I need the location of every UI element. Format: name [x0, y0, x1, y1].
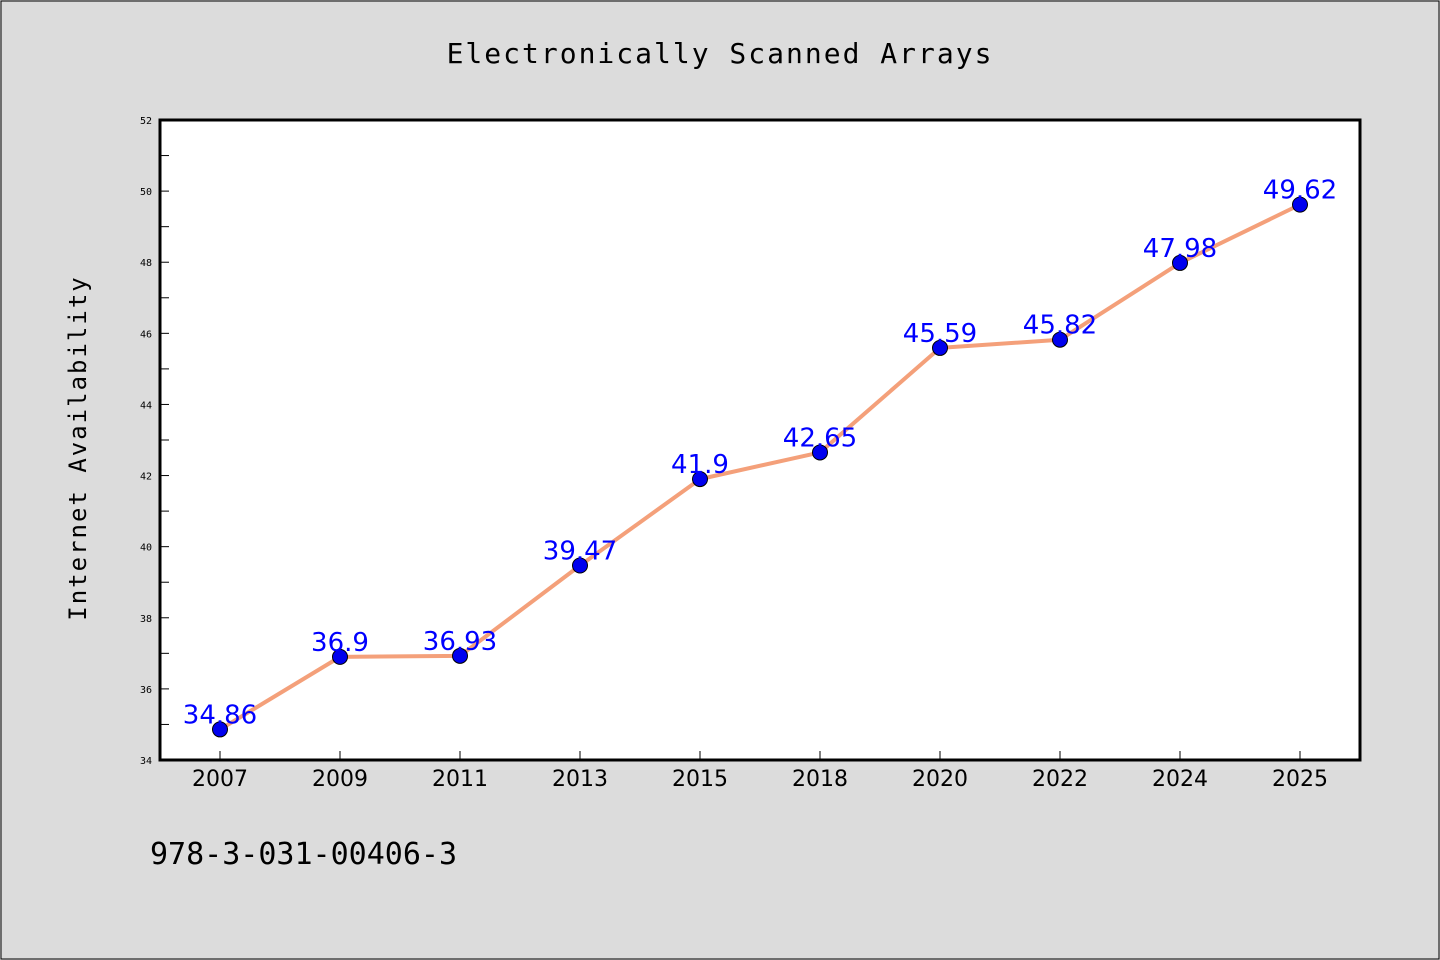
y-tick-label: 50: [140, 187, 152, 198]
series-line: [218, 202, 1301, 732]
data-label: 49.62: [1263, 176, 1337, 206]
data-label: 34.86: [183, 700, 257, 730]
chart-title: Electronically Scanned Arrays: [447, 37, 994, 70]
data-point: [1052, 331, 1068, 348]
x-tick-label: 2015: [672, 767, 728, 792]
data-point: [812, 444, 828, 461]
x-tick-label: 2022: [1032, 767, 1088, 792]
x-tick-label: 2007: [192, 767, 248, 792]
data-label: 41.9: [671, 450, 729, 480]
y-axis-label: Internet Availability: [64, 275, 92, 620]
y-tick-label: 38: [140, 614, 152, 625]
x-tick-label: 2009: [312, 767, 368, 792]
x-axis: 2007 2009 2011 2013 2015 2018 2020 2022 2024 2025: [192, 751, 1328, 792]
data-label: 36.93: [423, 627, 497, 657]
y-tick-label: 36: [140, 685, 152, 696]
plot-area: [158, 118, 1362, 762]
y-tick-label: 40: [140, 543, 152, 554]
y-tick-label: 44: [140, 400, 152, 411]
data-point: [932, 339, 948, 356]
data-label: 36.9: [311, 628, 369, 658]
data-label: 45.59: [903, 319, 977, 349]
y-tick-label: 42: [140, 472, 152, 483]
y-tick-label: 46: [140, 329, 152, 340]
data-labels: 34.86 36.9 36.93 39.47 41.9 42.65 45.59 45.82 47…: [183, 176, 1337, 731]
data-point: [212, 721, 228, 738]
y-tick-label: 34: [140, 756, 152, 767]
x-tick-label: 2025: [1272, 767, 1328, 792]
data-point: [572, 557, 588, 574]
data-point: [452, 647, 468, 664]
data-point: [1292, 196, 1308, 213]
y-axis: 34 36 38 40 42 44 46 48 50 52: [140, 116, 169, 767]
x-tick-label: 2024: [1152, 767, 1208, 792]
x-tick-label: 2013: [552, 767, 608, 792]
x-tick-label: 2018: [792, 767, 848, 792]
data-point: [692, 471, 708, 488]
isbn-text: 978-3-031-00406-3: [150, 837, 457, 872]
data-label: 47.98: [1143, 234, 1217, 264]
data-label: 42.65: [783, 423, 857, 453]
x-tick-label: 2011: [432, 767, 488, 792]
data-points: [212, 196, 1308, 738]
data-label: 39.47: [543, 537, 617, 567]
data-label: 45.82: [1023, 311, 1097, 341]
x-tick-label: 2020: [912, 767, 968, 792]
y-tick-label: 52: [140, 116, 152, 127]
data-point: [332, 648, 348, 665]
data-point: [1172, 254, 1188, 271]
y-tick-label: 48: [140, 258, 152, 269]
